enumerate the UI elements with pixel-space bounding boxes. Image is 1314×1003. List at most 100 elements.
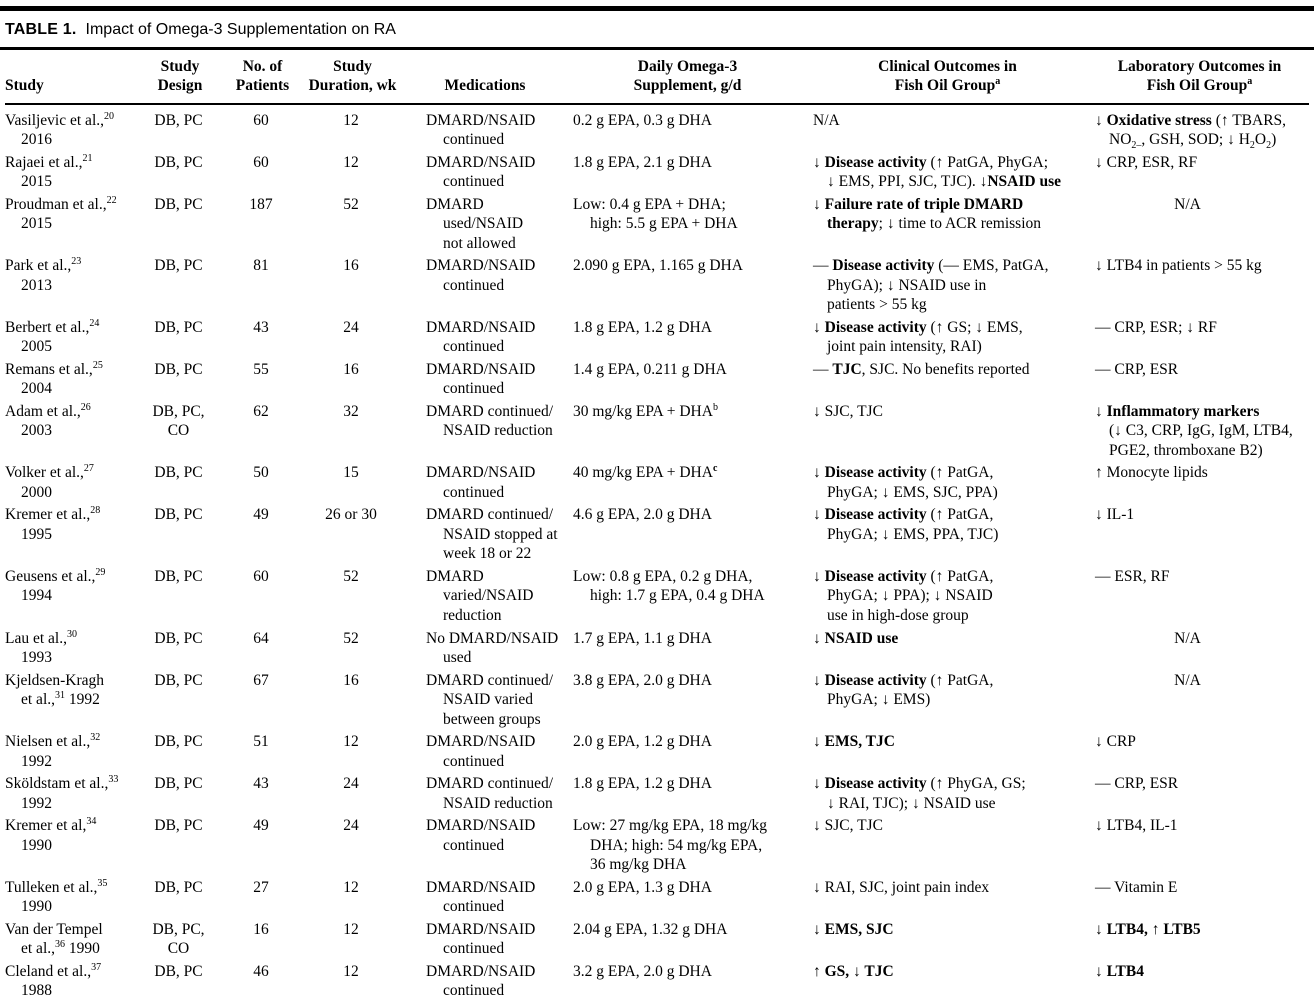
table-row: Tulleken et al.,35 1990 DB, PC 27 12 DMARD/N… (5, 877, 1309, 919)
cell-study: Van der Tempel et al.,36 1990 (5, 920, 103, 958)
cell-clinical: ↓ Disease activity (↑ PatGA, PhyGA; ↓ EM… (813, 506, 999, 543)
cell-patients: 60 (253, 567, 269, 585)
cell-duration: 24 (343, 318, 359, 336)
cell-supplement: 3.8 g EPA, 2.0 g DHA (573, 671, 712, 689)
table-row: Kjeldsen-Kragh et al.,31 1992 DB, PC 67 16 D… (5, 670, 1309, 732)
cell-patients: 55 (253, 360, 269, 378)
column-header-medications: Medications (400, 50, 570, 105)
column-header-patients: No. of Patients (220, 50, 305, 105)
cell-study: Adam et al.,26 2003 (5, 401, 91, 440)
cell-patients: 43 (253, 318, 269, 336)
cell-supplement: 1.8 g EPA, 1.2 g DHA (573, 775, 712, 793)
cell-duration: 16 (343, 360, 359, 378)
cell-laboratory: ↓ IL-1 (1095, 506, 1135, 524)
cell-duration: 16 (343, 257, 359, 275)
cell-design: DB, PC (154, 567, 203, 585)
cell-patients: 67 (253, 671, 269, 689)
cell-clinical: ↓ Disease activity (↑ PatGA, PhyGA; ↓ PP… (813, 567, 994, 624)
cell-laboratory: — CRP, ESR (1095, 360, 1179, 378)
cell-medications: DMARD continued/ NSAID varied between gr… (426, 671, 554, 728)
table-row: Adam et al.,26 2003 DB, PC, CO 62 32 DMARD c… (5, 401, 1309, 463)
cell-laboratory: ↓ LTB4 (1095, 962, 1144, 980)
cell-design: DB, PC (154, 817, 203, 835)
cell-design: DB, PC (154, 111, 203, 129)
cell-duration: 12 (343, 878, 359, 896)
cell-duration: 15 (343, 464, 359, 482)
cell-patients: 64 (253, 629, 269, 647)
cell-patients: 46 (253, 962, 269, 980)
cell-laboratory: — ESR, RF (1095, 567, 1170, 585)
cell-medications: DMARD/NSAID continued (426, 920, 536, 958)
cell-medications: DMARD/NSAID continued (426, 878, 536, 916)
cell-patients: 60 (253, 153, 269, 171)
cell-supplement: 0.2 g EPA, 0.3 g DHA (573, 111, 712, 129)
cell-study: Lau et al.,30 1993 (5, 628, 77, 667)
cell-clinical: ↓ SJC, TJC (813, 817, 883, 835)
cell-supplement: Low: 0.4 g EPA + DHA; high: 5.5 g EPA + … (573, 195, 738, 233)
table-row: Proudman et al.,22 2015 DB, PC 187 52 DMARD … (5, 194, 1309, 256)
cell-design: DB, PC (154, 733, 203, 751)
cell-design: DB, PC (154, 878, 203, 896)
cell-study: Berbert et al.,24 2005 (5, 317, 100, 356)
cell-medications: DMARD/NSAID continued (426, 962, 536, 1000)
cell-laboratory: ↓ LTB4, IL-1 (1095, 817, 1178, 835)
cell-study: Geusens et al.,29 1994 (5, 566, 106, 605)
cell-design: DB, PC (154, 629, 203, 647)
cell-clinical: ↓ Disease activity (↑ PatGA, PhyGA; ↓ EM… (813, 464, 998, 501)
cell-study: Remans et al.,25 2004 (5, 359, 103, 398)
header-row: Study Study Design No. of Patients Study Du… (5, 50, 1309, 105)
cell-medications: DMARD/NSAID continued (426, 153, 536, 191)
table-row: Park et al.,23 2013 DB, PC 81 16 DMARD/NSAID… (5, 255, 1309, 317)
cell-study: Nielsen et al.,32 1992 (5, 731, 101, 770)
cell-patients: 187 (249, 195, 273, 213)
table-row: Nielsen et al.,32 1992 DB, PC 51 12 DMARD/NS… (5, 731, 1309, 773)
cell-clinical: ↓ Disease activity (↑ PhyGA, GS; ↓ RAI, … (813, 775, 1026, 812)
table-caption-label: TABLE 1. (5, 21, 77, 38)
cell-supplement: 3.2 g EPA, 2.0 g DHA (573, 962, 712, 980)
table-body: Vasiljevic et al.,20 2016 DB, PC 60 12 DMARD… (5, 104, 1309, 1003)
cell-design: DB, PC (154, 318, 203, 336)
cell-supplement: 1.4 g EPA, 0.211 g DHA (573, 360, 727, 378)
cell-laboratory: ↓ CRP, ESR, RF (1095, 153, 1198, 171)
cell-laboratory: ↓ LTB4, ↑ LTB5 (1095, 920, 1201, 938)
paper-table-figure: TABLE 1. Impact of Omega-3 Supplementatio… (0, 6, 1314, 1003)
table-caption-text: Impact of Omega-3 Supplementation on RA (85, 21, 396, 38)
cell-clinical: ↓ Disease activity (↑ PatGA, PhyGA; ↓ EM… (813, 671, 994, 709)
table-row: Lau et al.,30 1993 DB, PC 64 52 No DMARD/NSA… (5, 628, 1309, 670)
cell-medications: DMARD varied/NSAID reduction (426, 567, 534, 624)
cell-duration: 16 (343, 671, 359, 689)
cell-design: DB, PC (154, 671, 203, 689)
cell-laboratory: ↓ LTB4 in patients > 55 kg (1095, 257, 1262, 275)
cell-design: DB, PC (154, 775, 203, 793)
cell-supplement: 4.6 g EPA, 2.0 g DHA (573, 506, 712, 524)
cell-study: Kremer et al,34 1990 (5, 816, 97, 854)
cell-patients: 43 (253, 775, 269, 793)
cell-medications: DMARD/NSAID continued (426, 360, 536, 398)
table-row: Kremer et al,34 1990 DB, PC 49 24 DMARD/NSAI… (5, 815, 1309, 877)
cell-design: DB, PC, CO (152, 920, 205, 958)
cell-duration: 12 (343, 733, 359, 751)
cell-supplement: 1.7 g EPA, 1.1 g DHA (573, 629, 712, 647)
cell-study: Volker et al.,27 2000 (5, 463, 94, 501)
cell-supplement: 2.04 g EPA, 1.32 g DHA (573, 920, 728, 938)
cell-clinical: ↓ RAI, SJC, joint pain index (813, 878, 990, 896)
table-row: Cleland et al.,37 1988 DB, PC 46 12 DMARD/NS… (5, 961, 1309, 1003)
cell-medications: DMARD/NSAID continued (426, 733, 536, 770)
cell-medications: DMARD used/NSAID not allowed (426, 195, 524, 252)
cell-design: DB, PC (154, 195, 203, 213)
cell-patients: 62 (253, 402, 269, 420)
cell-study: Kjeldsen-Kragh et al.,31 1992 (5, 671, 104, 709)
cell-design: DB, PC, CO (152, 402, 205, 440)
cell-clinical: — TJC, SJC. No benefits reported (813, 360, 1030, 378)
cell-design: DB, PC (154, 257, 203, 275)
column-header-clinical: Clinical Outcomes in Fish Oil Groupa (805, 50, 1090, 105)
cell-laboratory: ↑ Monocyte lipids (1095, 464, 1208, 482)
cell-laboratory: ↓ Oxidative stress (↑ TBARS, NO2–, GSH, … (1095, 111, 1287, 152)
cell-duration: 24 (343, 775, 359, 793)
cell-medications: DMARD/NSAID continued (426, 817, 536, 854)
table-row: Sköldstam et al.,33 1992 DB, PC 43 24 DMARD … (5, 773, 1309, 815)
cell-medications: DMARD/NSAID continued (426, 111, 536, 149)
cell-patients: 60 (253, 111, 269, 129)
cell-duration: 24 (343, 817, 359, 835)
cell-medications: DMARD continued/ NSAID stopped at week 1… (426, 506, 558, 563)
